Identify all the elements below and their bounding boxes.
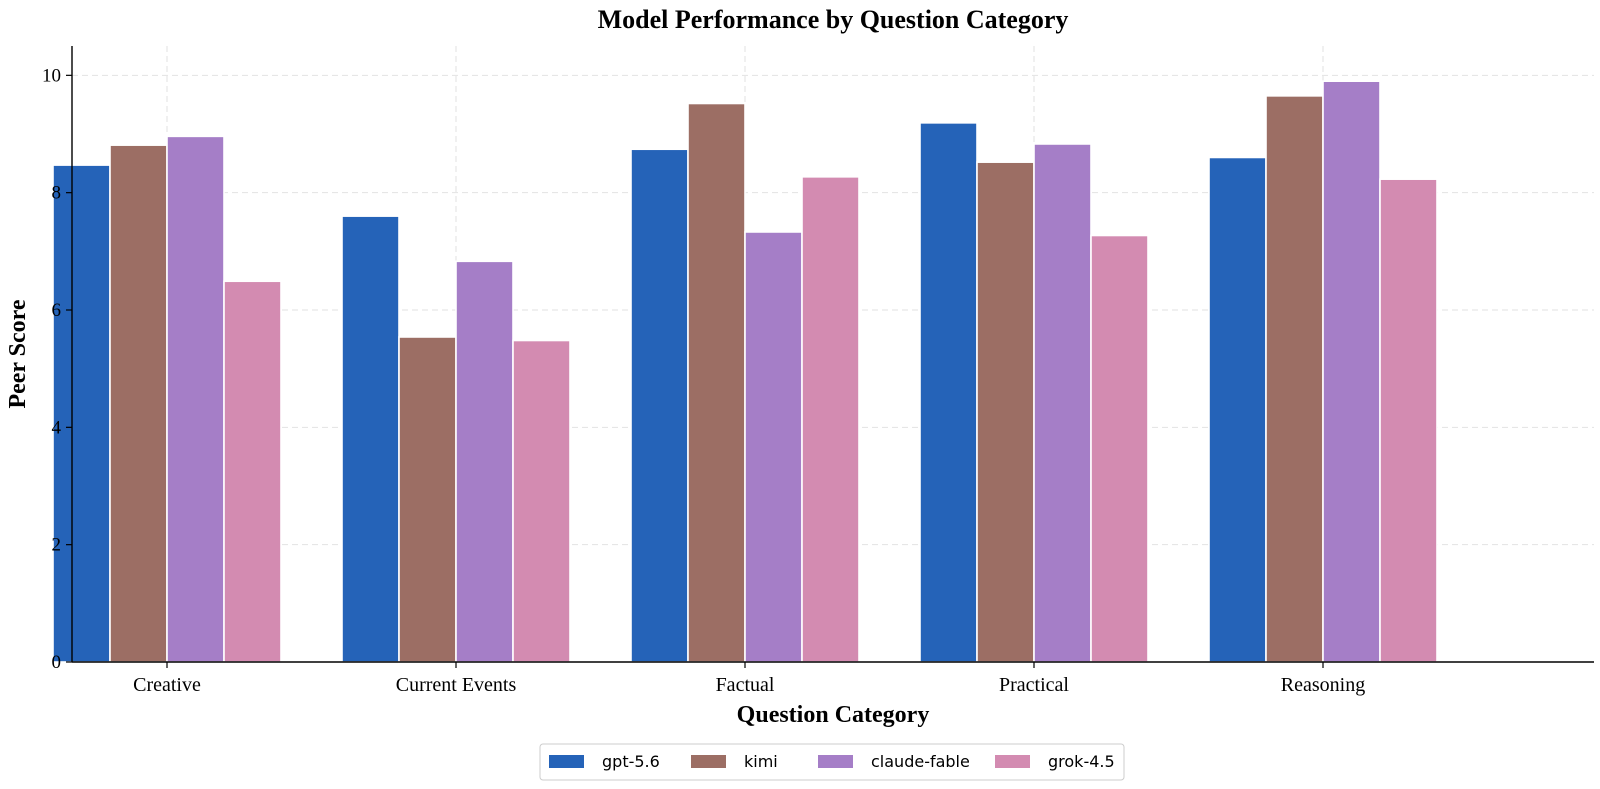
y-tick-label: 10 [42, 65, 61, 86]
x-tick-label: Practical [999, 674, 1069, 696]
axes [71, 46, 1594, 663]
y-tick-label: 0 [52, 652, 62, 673]
bar-grok-4.5-practical [1090, 234, 1149, 663]
bar-claude-fable-practical [1033, 143, 1092, 663]
x-tick-label: Factual [716, 674, 775, 696]
bars [52, 80, 1438, 663]
bar-kimi-reasoning [1265, 95, 1324, 663]
chart-title: Model Performance by Question Category [598, 5, 1069, 34]
y-tick-label: 6 [52, 300, 62, 321]
bar-claude-fable-reasoning [1322, 80, 1381, 663]
bar-kimi-current-events [398, 336, 457, 663]
legend-label-claude-fable: claude-fable [871, 752, 970, 771]
bar-grok-4.5-factual [801, 176, 860, 663]
y-tick-label: 8 [52, 183, 62, 204]
legend-label-kimi: kimi [744, 752, 778, 771]
bar-gpt-5.6-factual [630, 148, 689, 663]
x-ticks: Creative Current Events Factual Practical Re… [133, 662, 1365, 696]
bar-grok-4.5-current-events [512, 339, 571, 663]
bar-gpt-5.6-reasoning [1208, 156, 1267, 663]
bar-gpt-5.6-current-events [341, 215, 400, 663]
x-axis-label: Question Category [737, 702, 930, 728]
x-tick-label: Creative [133, 674, 201, 696]
y-tick-label: 4 [52, 417, 62, 438]
bar-grok-4.5-reasoning [1379, 178, 1438, 663]
x-tick-label: Current Events [396, 674, 517, 696]
legend-swatch-grok-4.5 [995, 755, 1030, 768]
legend: gpt-5.6 kimi claude-fable grok-4.5 [539, 743, 1125, 781]
legend-label-grok-4.5: grok-4.5 [1048, 752, 1115, 771]
legend-swatch-gpt-5.6 [549, 755, 584, 768]
x-tick-label: Reasoning [1281, 674, 1365, 696]
bar-kimi-creative [109, 144, 168, 663]
y-axis-label: Peer Score [5, 299, 31, 408]
bar-kimi-factual [687, 102, 746, 663]
bar-gpt-5.6-creative [52, 164, 111, 663]
bar-gpt-5.6-practical [919, 122, 978, 663]
bar-claude-fable-factual [744, 231, 803, 663]
y-tick-label: 2 [52, 535, 62, 556]
legend-label-gpt-5.6: gpt-5.6 [602, 752, 660, 771]
y-ticks: 0 2 4 6 8 10 [42, 65, 72, 673]
bar-grok-4.5-creative [223, 280, 282, 663]
bar-claude-fable-current-events [455, 260, 514, 663]
legend-swatch-claude-fable [818, 755, 853, 768]
bar-claude-fable-creative [166, 135, 225, 663]
legend-swatch-kimi [691, 755, 726, 768]
bar-kimi-practical [976, 161, 1035, 663]
